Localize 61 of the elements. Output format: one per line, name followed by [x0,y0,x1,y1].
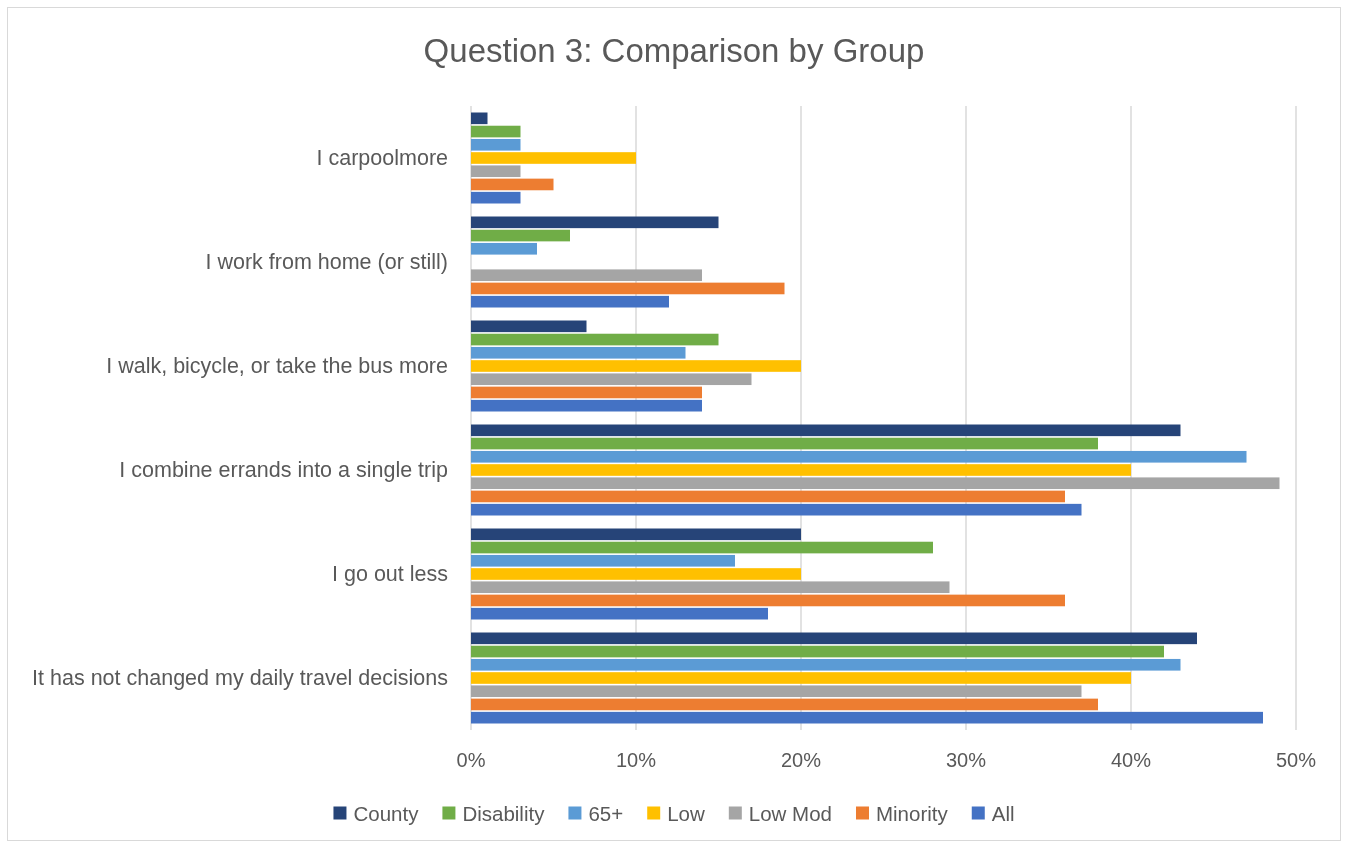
bar [471,386,702,399]
bar [471,477,1280,490]
bar [471,711,1263,724]
bar [471,229,570,242]
legend-label: Disability [462,801,546,825]
x-tick-label: 40% [1110,749,1152,771]
bar [471,464,1131,476]
legend-label: County [353,801,420,825]
y-tick-label: I walk, bicycle, or take the bus more [106,354,448,378]
bar [471,399,702,412]
bar [471,269,702,282]
bar [471,658,1181,671]
bar [471,541,933,554]
legend-label: 65+ [588,801,624,825]
bar [471,242,537,255]
y-tick-label: I work from home (or still) [205,250,448,274]
chart-title: Question 3: Comparison by Group [423,31,925,69]
bar [471,554,735,567]
bar [471,346,686,359]
legend-label: Low Mod [748,801,832,825]
legend-label: All [991,801,1015,825]
bar [471,216,719,229]
bar [471,450,1247,463]
x-tick-label: 30% [945,749,987,771]
bar [471,125,521,138]
bar [471,503,1082,516]
bar [471,320,587,333]
bar [471,191,521,204]
bar [471,528,801,541]
y-tick-label: I combine errands into a single trip [119,458,449,482]
y-tick-label: I go out less [332,562,448,586]
bar [471,685,1082,698]
bar [471,672,1131,684]
bar [471,138,521,151]
y-tick-label: I carpoolmore [316,146,448,170]
x-tick-label: 20% [780,749,822,771]
bar [471,152,636,164]
bar [471,282,785,295]
bar [471,165,521,178]
bar [471,594,1065,607]
bar [471,360,801,372]
bar [471,112,488,125]
bar [471,490,1065,503]
bar [471,437,1098,450]
bar [471,581,950,594]
legend-label: Minority [876,801,949,825]
legend-label: Low [667,801,706,825]
bar [471,424,1181,437]
bar [471,645,1164,658]
x-tick-label: 50% [1275,749,1317,771]
x-tick-label: 10% [615,749,657,771]
bar [471,333,719,346]
y-tick-label: It has not changed my daily travel decisions [32,666,448,690]
bar [471,607,768,620]
bar [471,568,801,580]
bar [471,295,669,308]
x-tick-label: 0% [456,749,486,771]
bar [471,373,752,386]
bar [471,178,554,191]
bar [471,632,1197,645]
bar [471,698,1098,711]
